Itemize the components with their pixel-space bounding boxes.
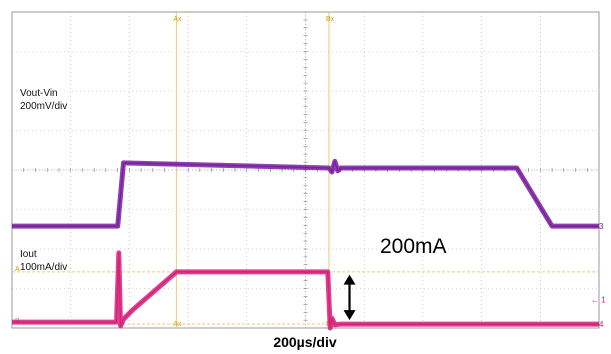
current-step-annotation: 200mA — [343, 235, 447, 321]
vout-label-name: Vout-Vin — [20, 88, 58, 99]
plot-border — [11, 11, 600, 329]
channel-marker-iout: ←4 — [591, 320, 604, 329]
arrow-head-down — [343, 310, 356, 321]
vout-label-scale: 200mV/div — [20, 101, 67, 112]
cursor-label-a: A — [15, 266, 20, 273]
iout-label-name: Iout — [20, 249, 37, 260]
x-axis-caption: 200µs/div — [273, 334, 337, 350]
cursor-label-ax: Ax — [173, 16, 182, 23]
current-step-label: 200mA — [380, 235, 447, 258]
trace-labels: Vout-Vin 200mV/div Iout 100mA/div — [20, 88, 67, 273]
trace-iout-core — [12, 252, 599, 329]
channel-marker-vout: ←3 — [591, 222, 604, 231]
iout-label-scale: 100mA/div — [20, 262, 67, 273]
cursor-label-bx: Bx — [326, 16, 335, 23]
arrow-head-up — [343, 274, 356, 285]
trace-vout-core — [12, 160, 599, 227]
waveform-traces: ←3 ←4 ← 1 — [12, 158, 606, 331]
channel-marker-1: ← 1 — [591, 296, 606, 305]
